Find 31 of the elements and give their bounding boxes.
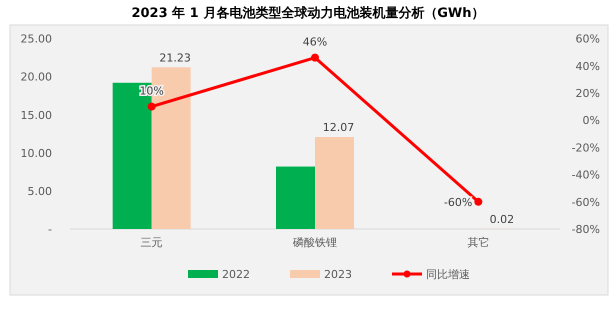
y-tick-label: 25.00 bbox=[20, 32, 52, 46]
y2-tick-label: -60% bbox=[572, 196, 600, 209]
y2-tick-label: -40% bbox=[572, 168, 600, 182]
y2-tick-label: -20% bbox=[572, 141, 600, 154]
point bbox=[311, 54, 319, 62]
point bbox=[148, 102, 156, 111]
y2-tick-label: 40% bbox=[576, 60, 600, 73]
legend-label: 2023 bbox=[324, 268, 352, 281]
chart-title: 2023 年 1 月各电池类型全球动力电池装机量分析（GWh） bbox=[131, 5, 485, 21]
y2-tick-label: 20% bbox=[576, 87, 600, 100]
legend-label: 同比增速 bbox=[426, 268, 470, 281]
data-label: 0.02 bbox=[490, 212, 514, 226]
data-label: 21.23 bbox=[159, 51, 191, 64]
y2-tick-label: 0% bbox=[582, 114, 600, 128]
y-tick-label: 20.00 bbox=[20, 70, 52, 84]
y-tick-label: - bbox=[48, 223, 52, 236]
x-tick-label: 磷酸铁锂 bbox=[292, 236, 337, 249]
legend-label: 2022 bbox=[222, 268, 250, 281]
x-tick-label: 其它 bbox=[467, 236, 490, 249]
point bbox=[474, 198, 482, 206]
y2-tick-label: 60% bbox=[576, 32, 600, 46]
data-label: 46% bbox=[302, 36, 328, 49]
y-tick-label: 5.00 bbox=[28, 184, 52, 198]
data-label: 12.07 bbox=[322, 121, 354, 134]
x-tick-label: 三元 bbox=[140, 236, 163, 249]
bar bbox=[315, 137, 354, 229]
bar bbox=[276, 166, 315, 229]
data-label: -60% bbox=[444, 196, 472, 209]
y2-tick-label: -80% bbox=[572, 223, 600, 236]
y-tick-label: 10.00 bbox=[20, 146, 52, 160]
y-tick-label: 15.00 bbox=[20, 108, 52, 122]
